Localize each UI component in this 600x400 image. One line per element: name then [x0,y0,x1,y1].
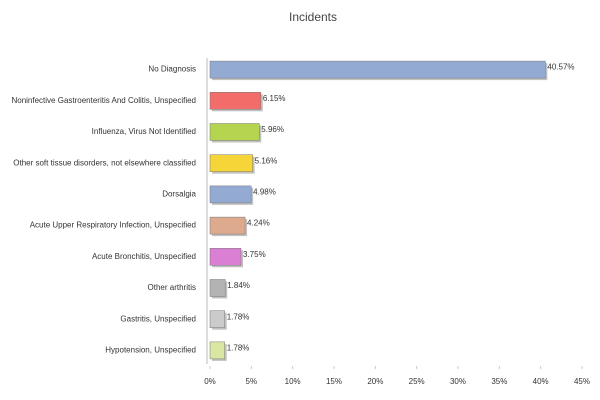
x-tick-label: 0% [204,377,216,386]
bar [209,279,226,297]
x-tick-label: 45% [574,377,590,386]
bar [209,248,242,266]
value-label: 1.84% [227,281,250,290]
x-tick-label: 10% [285,377,301,386]
bar [209,92,262,110]
y-tick-label: Other soft tissue disorders, not elsewhe… [13,158,196,167]
value-label: 1.78% [227,344,250,353]
value-label: 4.98% [253,188,276,197]
bar [209,154,253,172]
y-tick-label: No Diagnosis [148,65,196,74]
y-tick-label: Acute Upper Respiratory Infection, Unspe… [30,221,196,230]
x-tick-label: 35% [491,377,507,386]
x-tick-label: 15% [326,377,342,386]
y-tick-label: Other arthritis [148,283,196,292]
bar [209,341,225,360]
bar [209,123,260,141]
y-tick-label: Hypotension, Unspecified [105,346,196,355]
x-tick-label: 30% [450,377,466,386]
bar [209,310,225,328]
bar [209,216,246,235]
value-label: 3.75% [243,250,266,259]
value-label: 40.57% [547,63,574,72]
y-tick-label: Dorsalgia [162,190,196,199]
value-label: 5.16% [255,156,278,165]
y-tick-label: Influenza, Virus Not Identified [92,127,196,136]
y-tick-label: Noninfective Gastroenteritis And Colitis… [11,96,196,105]
value-label: 1.78% [227,312,250,321]
bar [209,185,252,204]
x-tick-label: 5% [246,377,258,386]
x-tick-label: 20% [367,377,383,386]
value-label: 6.15% [263,94,286,103]
y-tick-label: Gastritis, Unspecified [120,314,196,323]
y-tick-label: Acute Bronchitis, Unspecified [92,252,196,261]
chart-title: Incidents [289,10,337,24]
value-label: 4.24% [247,219,270,228]
value-label: 5.96% [261,125,284,134]
bar [209,60,546,79]
x-tick-label: 40% [533,377,549,386]
x-tick-label: 25% [409,377,425,386]
